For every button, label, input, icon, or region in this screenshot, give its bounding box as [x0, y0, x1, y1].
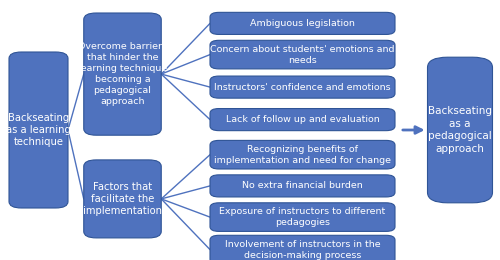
- Text: Exposure of instructors to different
pedagogies: Exposure of instructors to different ped…: [220, 207, 386, 227]
- FancyBboxPatch shape: [210, 203, 395, 231]
- Text: Ambiguous legislation: Ambiguous legislation: [250, 19, 355, 28]
- Text: Concern about students' emotions and
needs: Concern about students' emotions and nee…: [210, 44, 395, 65]
- FancyBboxPatch shape: [9, 52, 68, 208]
- Text: Involvement of instructors in the
decision-making process: Involvement of instructors in the decisi…: [224, 239, 380, 260]
- Text: Backseating
as a
pedagogical
approach: Backseating as a pedagogical approach: [428, 106, 492, 154]
- FancyBboxPatch shape: [210, 108, 395, 131]
- Text: No extra financial burden: No extra financial burden: [242, 181, 363, 190]
- FancyBboxPatch shape: [210, 12, 395, 34]
- FancyBboxPatch shape: [84, 160, 161, 238]
- FancyBboxPatch shape: [210, 40, 395, 69]
- FancyBboxPatch shape: [428, 57, 492, 203]
- Text: Backseating
as a learning
technique: Backseating as a learning technique: [6, 113, 71, 147]
- Text: Factors that
facilitate the
implementation: Factors that facilitate the implementati…: [83, 181, 162, 216]
- FancyBboxPatch shape: [210, 76, 395, 98]
- FancyBboxPatch shape: [210, 140, 395, 169]
- FancyBboxPatch shape: [84, 13, 161, 135]
- Text: Instructors' confidence and emotions: Instructors' confidence and emotions: [214, 83, 391, 92]
- Text: Recognizing benefits of
implementation and need for change: Recognizing benefits of implementation a…: [214, 145, 391, 165]
- Text: Overcome barriers
that hinder the
learning technique
becoming a
pedagogical
appr: Overcome barriers that hinder the learni…: [78, 42, 167, 106]
- Text: Lack of follow up and evaluation: Lack of follow up and evaluation: [226, 115, 380, 124]
- FancyBboxPatch shape: [210, 175, 395, 197]
- FancyBboxPatch shape: [210, 235, 395, 260]
